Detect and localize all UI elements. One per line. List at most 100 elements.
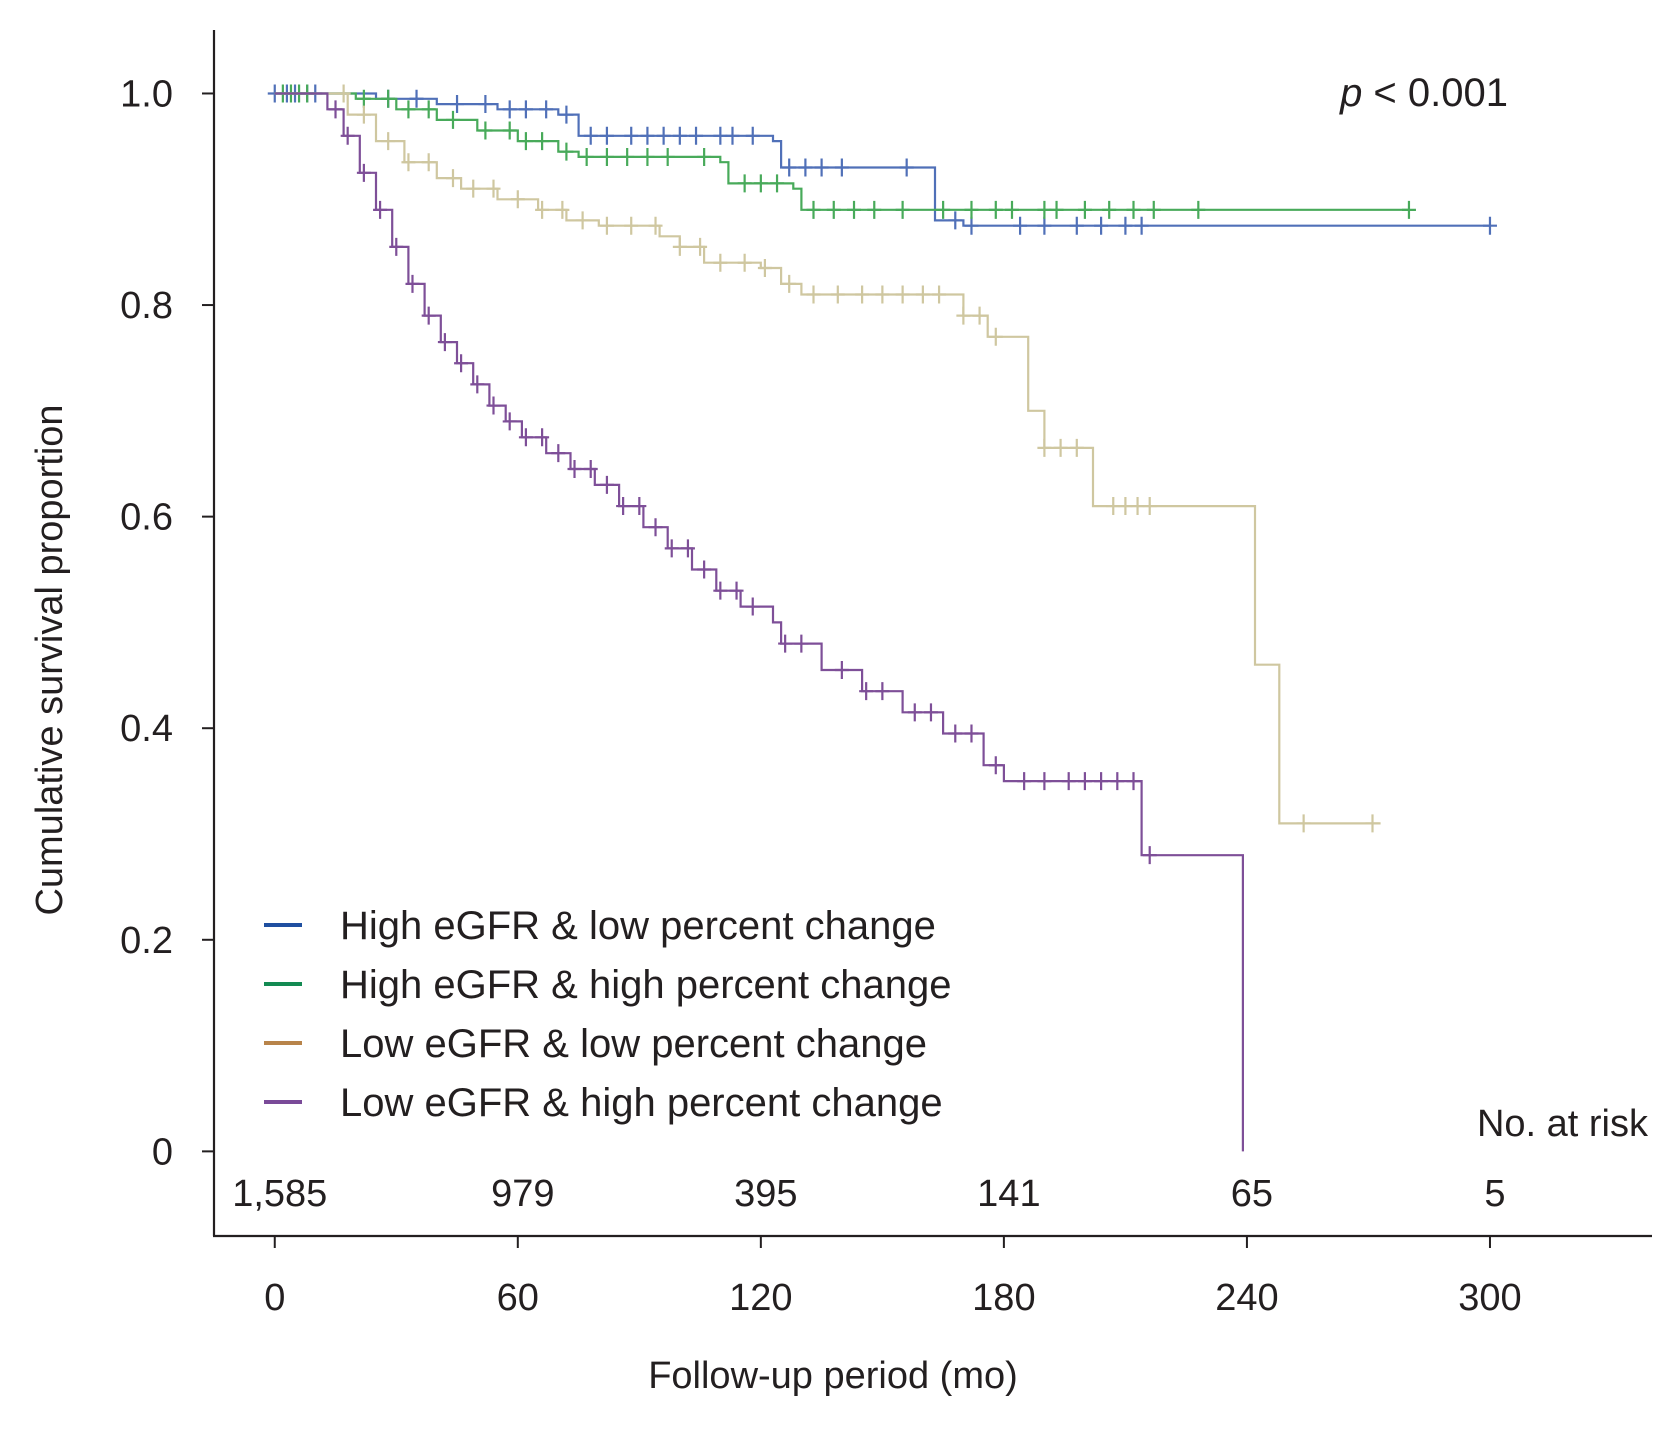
censor-mark bbox=[693, 237, 708, 256]
risk-count: 65 bbox=[1231, 1173, 1273, 1215]
censor-mark bbox=[834, 158, 849, 177]
censor-mark bbox=[1118, 497, 1133, 516]
censor-mark bbox=[381, 89, 396, 108]
censor-mark bbox=[782, 158, 797, 177]
censor-mark bbox=[830, 285, 845, 304]
censor-mark bbox=[1146, 200, 1161, 219]
censor-mark bbox=[559, 142, 574, 161]
censor-mark bbox=[640, 147, 655, 166]
censor-mark bbox=[405, 274, 420, 293]
censor-mark bbox=[923, 703, 938, 722]
censor-mark bbox=[409, 89, 424, 108]
censor-mark bbox=[936, 200, 951, 219]
censor-mark bbox=[502, 412, 517, 431]
censor-mark bbox=[964, 724, 979, 743]
censor-mark bbox=[648, 216, 663, 235]
risk-count: 5 bbox=[1484, 1173, 1505, 1215]
censor-mark bbox=[421, 306, 436, 325]
censor-mark bbox=[445, 110, 460, 129]
censor-mark bbox=[782, 274, 797, 293]
p-value-annotation: p < 0.001 bbox=[1339, 71, 1508, 115]
y-tick-label: 1.0 bbox=[120, 73, 173, 115]
series-0 bbox=[267, 84, 1497, 235]
risk-table-title: No. at risk bbox=[1477, 1103, 1649, 1145]
censor-mark bbox=[356, 105, 371, 124]
censor-mark bbox=[579, 147, 594, 166]
censor-mark bbox=[624, 126, 639, 145]
legend-label: High eGFR & low percent change bbox=[340, 904, 936, 948]
risk-count: 141 bbox=[977, 1173, 1040, 1215]
censor-mark bbox=[373, 200, 388, 219]
y-tick-label: 0.4 bbox=[120, 708, 173, 750]
censor-mark bbox=[421, 100, 436, 119]
censor-mark bbox=[672, 237, 687, 256]
censor-mark bbox=[656, 126, 671, 145]
legend-label: High eGFR & high percent change bbox=[340, 963, 951, 1007]
censor-mark bbox=[1106, 497, 1121, 516]
censor-mark bbox=[1077, 200, 1092, 219]
censor-mark bbox=[502, 121, 517, 140]
censor-mark bbox=[737, 174, 752, 193]
censor-mark bbox=[1482, 216, 1497, 235]
x-ticks: 0 60 120 180 240 300 bbox=[264, 1236, 1522, 1319]
censor-mark bbox=[689, 126, 704, 145]
series-line bbox=[274, 92, 1381, 825]
censor-mark bbox=[401, 100, 416, 119]
censor-mark bbox=[648, 518, 663, 537]
censor-mark bbox=[1037, 438, 1052, 457]
censor-mark bbox=[798, 158, 813, 177]
censor-mark bbox=[518, 132, 533, 151]
y-tick-label: 0.8 bbox=[120, 285, 173, 327]
y-tick-label: 0.2 bbox=[120, 920, 173, 962]
censor-mark bbox=[895, 285, 910, 304]
p-value-text: < 0.001 bbox=[1362, 71, 1508, 115]
censor-mark bbox=[356, 89, 371, 108]
censor-mark bbox=[401, 153, 416, 172]
censor-mark bbox=[1142, 497, 1157, 516]
censor-mark bbox=[956, 306, 971, 325]
censor-mark bbox=[575, 211, 590, 230]
series-1 bbox=[274, 84, 1416, 219]
series-line bbox=[274, 92, 1409, 211]
censor-mark bbox=[1049, 200, 1064, 219]
censor-mark bbox=[340, 126, 355, 145]
censor-mark bbox=[599, 147, 614, 166]
legend-label: Low eGFR & high percent change bbox=[340, 1081, 943, 1125]
censor-mark bbox=[539, 100, 554, 119]
censor-mark bbox=[713, 126, 728, 145]
censor-mark bbox=[1037, 200, 1052, 219]
censor-mark bbox=[478, 95, 493, 114]
censor-mark bbox=[555, 200, 570, 219]
censor-mark bbox=[1401, 200, 1416, 219]
censor-mark bbox=[859, 682, 874, 701]
censor-mark bbox=[907, 703, 922, 722]
censor-mark bbox=[466, 179, 481, 198]
censor-mark bbox=[664, 539, 679, 558]
censor-mark bbox=[583, 460, 598, 479]
censor-mark bbox=[470, 375, 485, 394]
censor-mark bbox=[834, 661, 849, 680]
censor-mark bbox=[806, 285, 821, 304]
censor-mark bbox=[725, 126, 740, 145]
censor-mark bbox=[964, 200, 979, 219]
censor-mark bbox=[737, 253, 752, 272]
censor-mark bbox=[1037, 216, 1052, 235]
censor-mark bbox=[932, 285, 947, 304]
censor-mark bbox=[445, 169, 460, 188]
censor-mark bbox=[855, 285, 870, 304]
censor-mark bbox=[778, 634, 793, 653]
x-tick-label: 0 bbox=[264, 1277, 285, 1319]
censor-mark bbox=[1013, 216, 1028, 235]
risk-count: 979 bbox=[491, 1173, 554, 1215]
censor-mark bbox=[753, 174, 768, 193]
censor-mark bbox=[1077, 772, 1092, 791]
series-3 bbox=[274, 92, 1244, 1152]
censor-mark bbox=[437, 333, 452, 352]
censor-mark bbox=[356, 163, 371, 182]
censor-mark bbox=[421, 153, 436, 172]
censor-mark bbox=[1004, 200, 1019, 219]
censor-mark bbox=[599, 126, 614, 145]
censor-mark bbox=[660, 147, 675, 166]
censor-mark bbox=[450, 95, 465, 114]
